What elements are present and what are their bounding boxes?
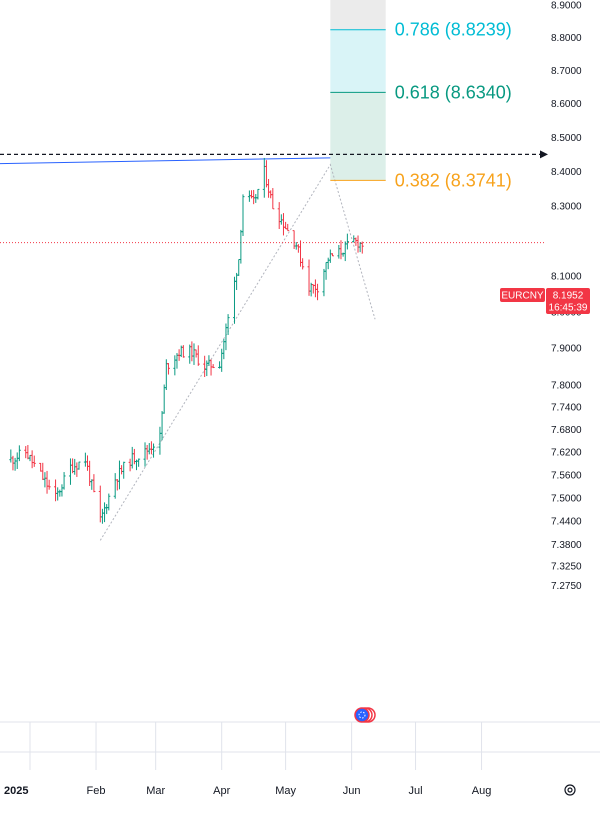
time-axis: 2025 Feb Mar Apr May Jun Jul Aug — [4, 785, 491, 797]
y-tick-label: 7.5000 — [551, 493, 582, 504]
fib-zones — [330, 0, 386, 181]
ohlc-bar — [360, 241, 364, 254]
ohlc-bar — [166, 363, 170, 375]
ohlc-bar — [316, 283, 320, 301]
y-tick-label: 7.2750 — [551, 581, 582, 592]
zigzag-projection[interactable] — [99, 163, 376, 541]
ohlc-bar — [286, 223, 290, 232]
ohlc-bar — [122, 461, 126, 479]
y-tick-label: 7.3800 — [551, 540, 582, 551]
ohlc-bar — [77, 461, 81, 470]
ohlc-bar — [32, 455, 36, 467]
y-tick-label: 8.5000 — [551, 133, 582, 144]
x-tick-label: Aug — [472, 785, 492, 797]
ohlc-bar — [226, 314, 230, 335]
ohlc-bars — [9, 157, 364, 524]
drawing-lines — [0, 150, 548, 541]
ohlc-bar — [256, 188, 260, 200]
fib-zone-618 — [330, 92, 386, 181]
fib-zone-786 — [330, 29, 386, 93]
ohlc-bar — [196, 345, 200, 366]
x-tick-label: Jul — [408, 785, 422, 797]
settings-icon[interactable] — [564, 784, 576, 796]
x-tick-label: Jun — [343, 785, 361, 797]
ohlc-bar — [181, 345, 185, 358]
x-tick-label: Apr — [213, 785, 230, 797]
symbol-badge — [500, 288, 545, 302]
y-tick-label: 7.9000 — [551, 344, 582, 355]
y-tick-label: 8.1000 — [551, 272, 582, 283]
x-tick-label: 2025 — [4, 785, 28, 797]
last-price-label: 8.1952 — [553, 291, 584, 302]
fib-level-label: 0.618 (8.6340) — [395, 82, 512, 102]
symbol-label: EURCNY — [501, 291, 544, 302]
ohlc-bar — [345, 233, 349, 250]
y-tick-label: 8.7000 — [551, 66, 582, 77]
countdown-label: 16:45:39 — [549, 303, 588, 314]
ohlc-bar — [241, 194, 245, 236]
events-icon[interactable] — [354, 707, 376, 723]
ohlc-bar — [301, 258, 305, 270]
ohlc-bar — [271, 188, 275, 210]
y-tick-label: 8.4000 — [551, 167, 582, 178]
y-tick-label: 7.7400 — [551, 403, 582, 414]
x-tick-label: Feb — [87, 785, 106, 797]
y-tick-label: 8.9000 — [551, 1, 582, 12]
ohlc-bar — [211, 364, 215, 369]
y-tick-label: 7.5600 — [551, 470, 582, 481]
fib-level-label: 0.382 (8.3741) — [395, 170, 512, 190]
ohlc-bar — [330, 253, 334, 257]
y-tick-label: 7.4400 — [551, 516, 582, 527]
price-label-group: EURCNY 8.1952 16:45:39 — [500, 288, 590, 314]
month-separators — [0, 721, 600, 770]
line-arrow-icon — [540, 150, 548, 159]
ohlc-bar — [92, 474, 96, 493]
trend-line[interactable] — [0, 157, 331, 165]
x-tick-label: Mar — [146, 785, 165, 797]
y-tick-label: 8.8000 — [551, 33, 582, 44]
fib-labels: 0.786 (8.8239) 0.618 (8.6340) 0.382 (8.374… — [330, 20, 512, 190]
fib-zone-top — [330, 0, 386, 30]
y-tick-label: 7.3250 — [551, 561, 582, 572]
x-tick-label: May — [275, 785, 296, 797]
ohlc-bar — [107, 493, 111, 511]
y-tick-label: 7.6800 — [551, 425, 582, 436]
ohlc-bar — [62, 472, 66, 490]
last-price-badge — [546, 288, 590, 314]
ohlc-bar — [137, 458, 141, 467]
y-tick-label: 8.3000 — [551, 201, 582, 212]
y-tick-label: 7.6200 — [551, 448, 582, 459]
ohlc-bar — [152, 443, 156, 458]
price-axis: 8.9000 8.8000 8.7000 8.6000 8.5000 8.4000 8.30… — [551, 1, 582, 593]
y-tick-label: 7.8000 — [551, 380, 582, 391]
ohlc-bar — [47, 479, 51, 490]
ohlc-bar — [17, 445, 21, 462]
y-tick-label: 8.6000 — [551, 99, 582, 110]
fib-level-label: 0.786 (8.8239) — [395, 20, 512, 40]
